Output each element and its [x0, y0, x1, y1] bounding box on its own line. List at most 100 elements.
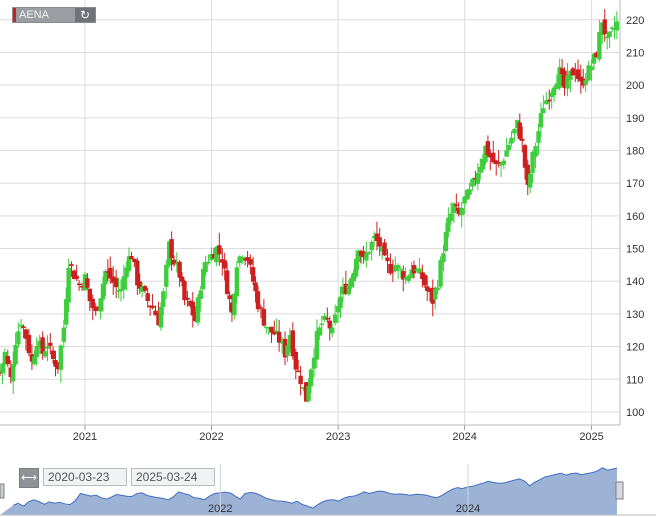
candle: [314, 319, 320, 369]
candle: [74, 264, 79, 282]
range-to-input[interactable]: [131, 468, 215, 486]
candle: [451, 202, 457, 224]
candle: [554, 74, 560, 90]
candle: [456, 202, 461, 217]
candle: [113, 269, 119, 299]
candle: [145, 287, 150, 308]
candle: [371, 231, 377, 247]
y-tick-label: 100: [626, 407, 644, 419]
candle: [29, 344, 35, 371]
candle: [250, 256, 256, 286]
candle: [87, 288, 93, 311]
candle: [551, 85, 557, 102]
candle: [488, 149, 493, 171]
candle: [322, 312, 327, 323]
candle: [544, 91, 549, 106]
candle: [358, 249, 364, 264]
candle: [301, 386, 306, 392]
candle: [132, 258, 137, 268]
candle: [559, 58, 565, 86]
candle: [42, 341, 48, 359]
candle: [501, 158, 507, 170]
candle: [111, 266, 116, 295]
candle: [200, 261, 206, 290]
candle: [430, 279, 435, 317]
y-tick-label: 210: [626, 47, 644, 59]
candle: [470, 177, 475, 191]
candle: [614, 11, 620, 40]
candle: [581, 69, 586, 89]
candle: [349, 274, 354, 290]
candle: [388, 253, 393, 276]
x-tick-label: 2025: [579, 431, 603, 443]
candle: [182, 279, 187, 306]
candle: [549, 89, 554, 109]
candle: [2, 348, 8, 375]
candle: [494, 159, 499, 176]
candle: [319, 316, 324, 336]
candle: [269, 326, 274, 343]
x-tick-label: 2021: [73, 431, 97, 443]
candle: [126, 247, 132, 274]
candle: [240, 255, 245, 265]
candle: [496, 149, 501, 168]
candle: [597, 19, 602, 62]
candle: [40, 331, 45, 360]
candle: [266, 326, 271, 335]
candle: [385, 248, 390, 274]
candle: [565, 63, 570, 97]
candle: [473, 170, 478, 186]
candle: [198, 285, 203, 312]
chart-grid: [0, 0, 621, 430]
candle: [177, 260, 182, 287]
price-chart[interactable]: 100110120130140150160170180190200210220 …: [0, 0, 656, 460]
candle: [179, 272, 185, 287]
candle: [594, 51, 599, 58]
candle: [441, 244, 446, 272]
candle: [332, 304, 338, 326]
x-tick-label: 2023: [326, 431, 350, 443]
candle: [211, 248, 217, 259]
candle: [188, 299, 193, 308]
candle: [118, 279, 124, 302]
candle: [34, 337, 39, 366]
candle: [158, 302, 164, 331]
candle: [137, 273, 142, 294]
navigator-handle-left[interactable]: [0, 483, 5, 499]
candle: [150, 294, 155, 310]
candle: [329, 323, 335, 338]
candle: [364, 241, 369, 268]
candle: [26, 328, 32, 357]
candle: [401, 265, 406, 292]
candle: [346, 279, 352, 297]
candle: [509, 130, 514, 146]
candle: [287, 328, 293, 353]
navigator-chart[interactable]: 2022 2024: [0, 462, 656, 517]
candle: [390, 259, 396, 282]
candle: [195, 294, 201, 326]
candle: [541, 95, 546, 114]
candle: [454, 193, 459, 211]
date-range-bar: ⟷: [19, 468, 215, 488]
candle: [448, 202, 454, 225]
candle: [153, 305, 158, 316]
candle: [602, 8, 607, 42]
candle: [293, 348, 298, 380]
candle: [538, 102, 544, 138]
candle: [229, 293, 235, 322]
refresh-icon[interactable]: ↻: [75, 8, 95, 22]
navigator-year-label: 2024: [456, 503, 480, 515]
range-from-input[interactable]: [43, 468, 127, 486]
candle: [607, 31, 612, 49]
navigator-handle-right[interactable]: [615, 481, 624, 500]
candle: [520, 126, 525, 153]
range-arrows-icon[interactable]: ⟷: [19, 468, 39, 488]
candle: [406, 274, 411, 284]
candle: [533, 142, 538, 169]
candle: [573, 62, 578, 83]
candle: [282, 331, 288, 366]
candle: [379, 245, 385, 260]
candle: [18, 318, 24, 330]
candle: [105, 259, 111, 282]
candle: [411, 260, 417, 279]
